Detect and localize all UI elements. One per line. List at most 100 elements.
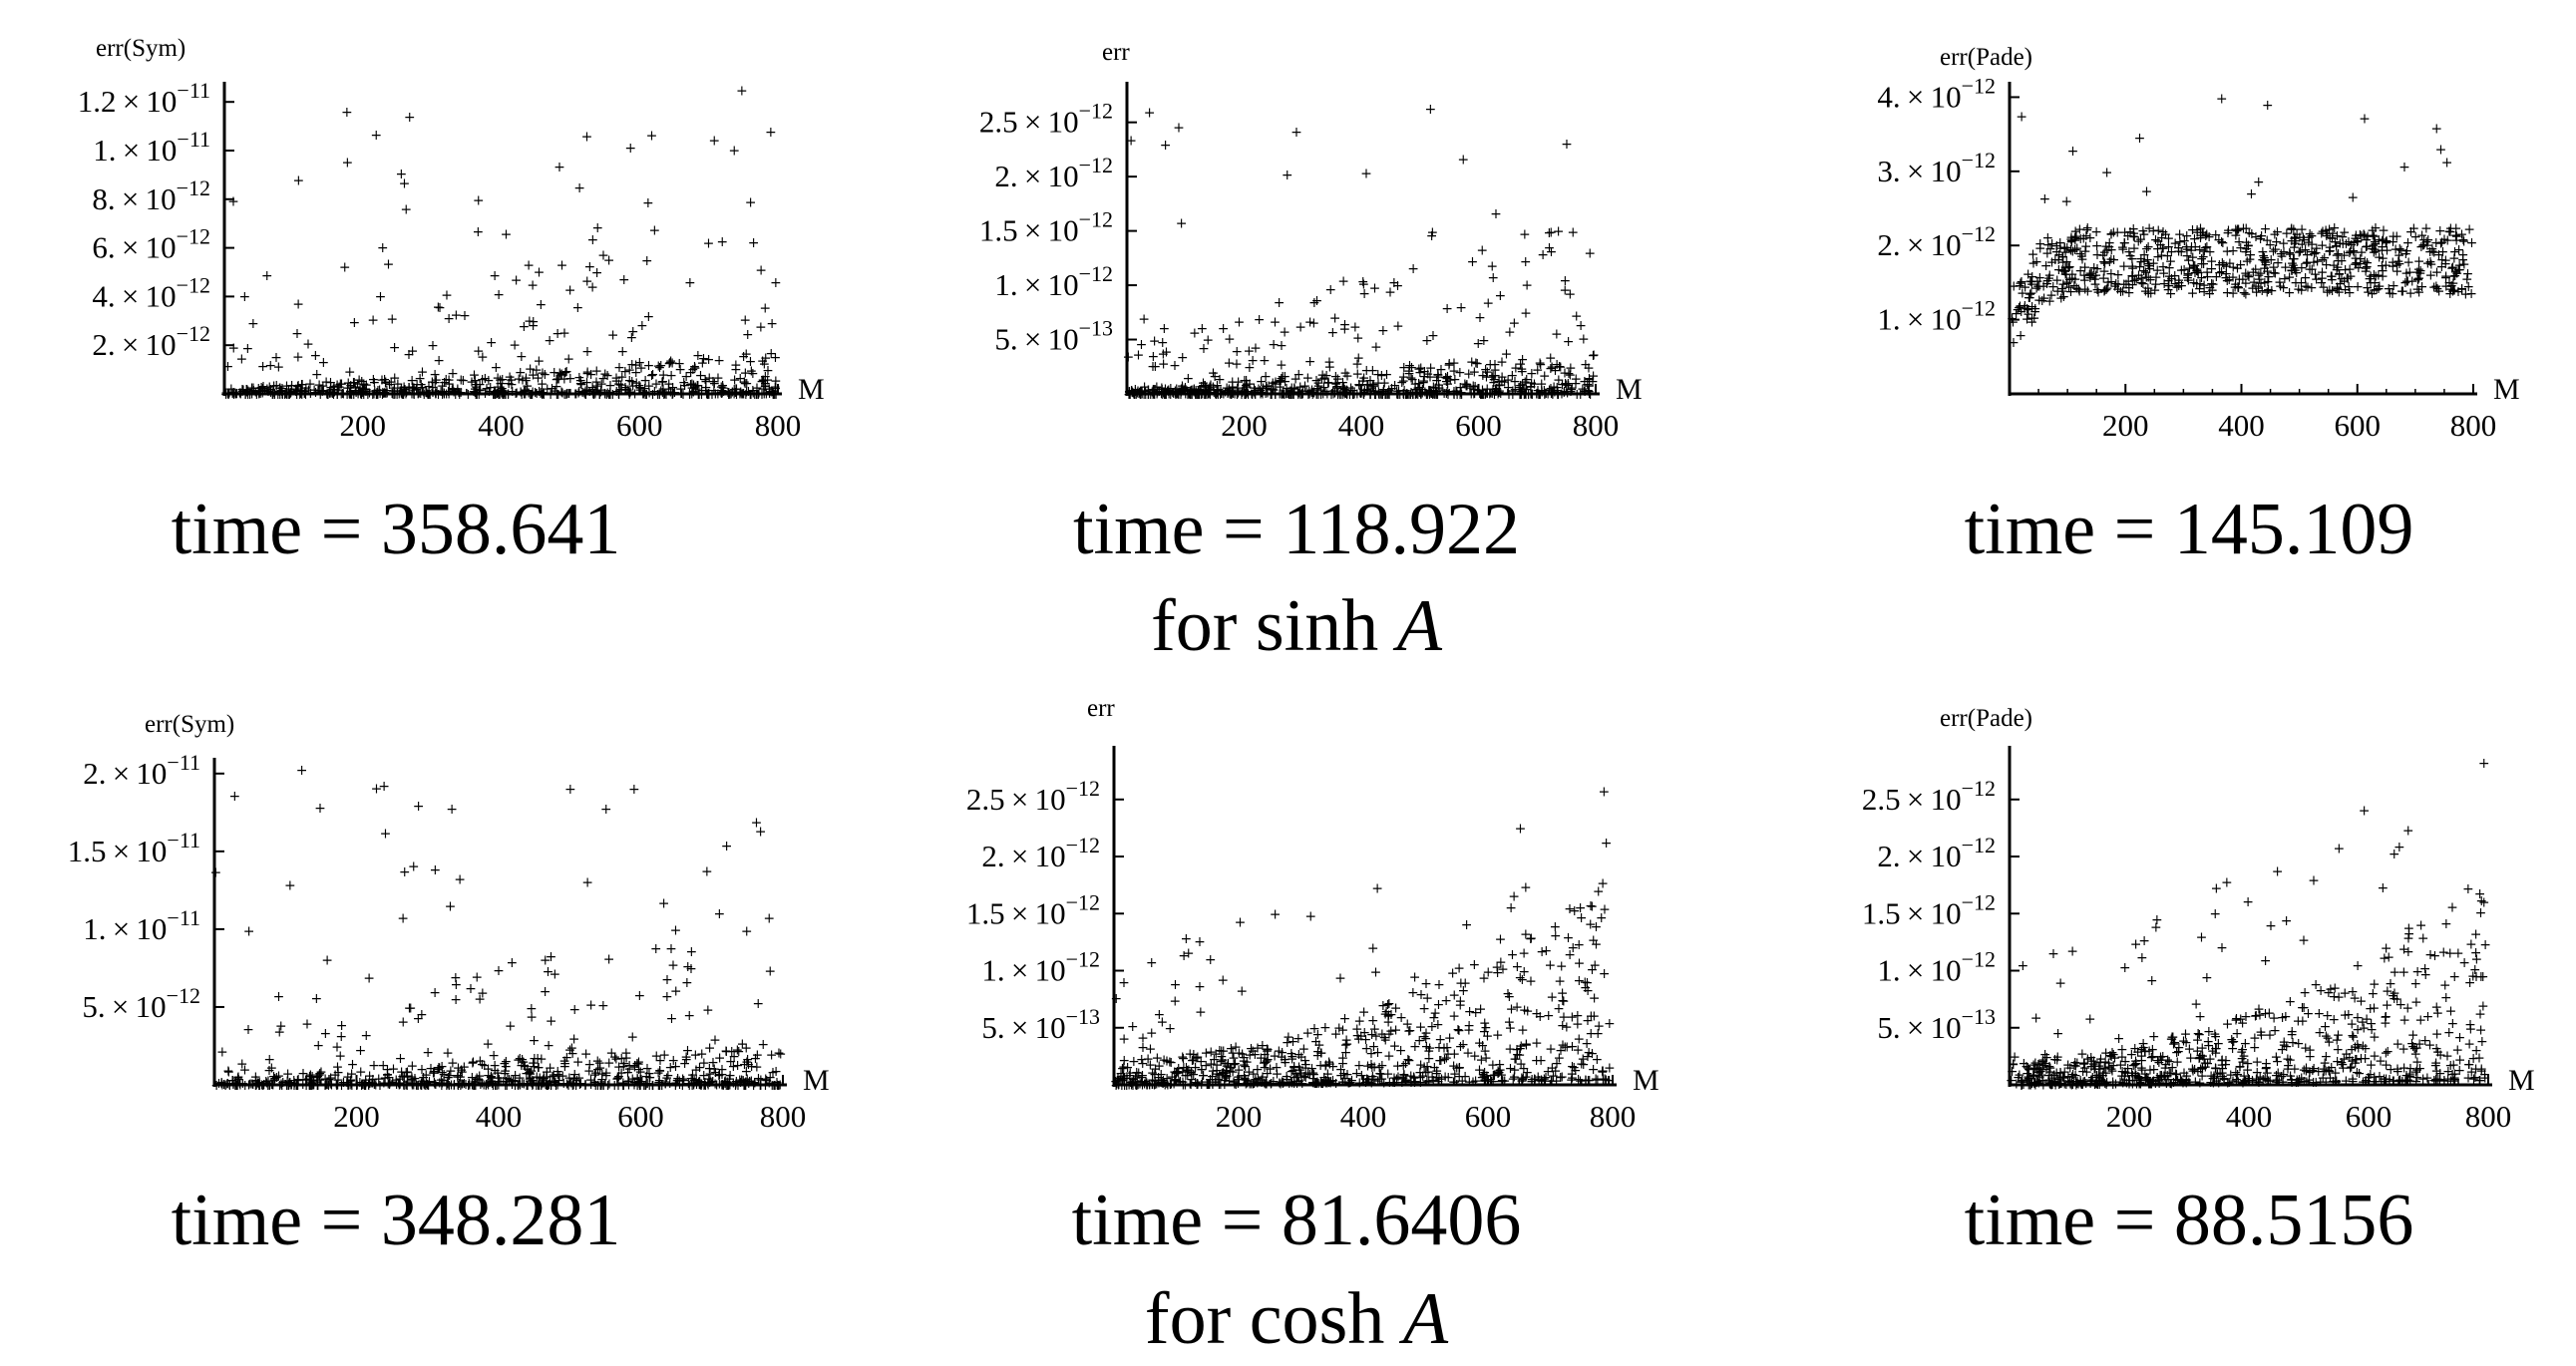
data-point: + [646,368,658,384]
data-point: + [2251,1072,2263,1088]
data-point: + [450,387,462,403]
data-point: + [376,373,388,389]
data-point: + [658,895,670,911]
data-point: + [666,387,678,403]
data-point: + [1277,1045,1288,1061]
data-point: + [2032,1057,2044,1073]
data-point: + [481,381,493,397]
data-point: + [741,923,753,939]
data-point: + [1377,323,1389,339]
data-point: + [220,387,232,403]
data-point: + [1447,965,1459,981]
x-tick-label: 400 [478,408,525,443]
data-point: + [603,951,615,967]
data-point: + [663,376,675,392]
data-point: + [237,382,249,398]
data-point: + [475,383,487,399]
data-point: + [670,923,682,939]
data-point: + [2141,184,2153,200]
data-point: + [1492,1027,1504,1043]
data-point: + [339,260,351,276]
data-point: + [1561,1019,1573,1035]
data-point: + [2069,1058,2081,1074]
data-point: + [408,381,420,397]
data-point: + [2445,1003,2457,1019]
data-point: + [669,385,681,401]
data-point: + [2196,929,2208,945]
data-point: + [372,387,384,403]
data-point: + [2310,1075,2322,1091]
x-tick-label: 600 [1455,408,1502,443]
data-point: + [1138,312,1150,328]
data-point: + [595,376,607,392]
data-point: + [2401,1000,2413,1016]
data-point: + [2106,1045,2118,1061]
data-point: + [573,384,585,400]
data-point: + [2197,249,2209,265]
data-point: + [692,348,704,364]
data-point: + [295,383,307,399]
data-point: + [704,1040,716,1056]
data-point: + [2047,946,2059,962]
data-point: + [699,372,711,388]
data-point: + [1154,1007,1166,1023]
data-point: + [753,386,765,402]
data-point: + [1588,348,1600,364]
data-point: + [243,923,255,939]
data-point: + [1491,959,1503,975]
data-point: + [2451,1043,2463,1059]
data-point: + [389,340,401,356]
data-point: + [284,878,296,894]
data-point: + [387,384,399,400]
data-point: + [437,387,449,403]
data-point: + [2253,174,2265,190]
data-point: + [568,1002,580,1018]
data-point: + [1235,914,1247,930]
data-point: + [767,384,779,400]
data-point: + [2479,1070,2491,1086]
y-tick-label: 1. × 10−12 [1877,296,1996,337]
data-point: + [370,128,382,144]
data-point: + [758,382,770,398]
data-point: + [496,381,508,397]
data-point: + [447,383,459,399]
data-point: + [721,839,733,854]
data-point: + [2084,1012,2096,1028]
data-point: + [385,375,397,391]
data-point: + [509,337,521,353]
data-point: + [2298,932,2310,948]
data-point: + [713,353,725,369]
data-point: + [603,1055,615,1071]
data-point: + [563,386,575,402]
data-point: + [2475,1022,2487,1038]
data-point: + [590,384,602,400]
data-point: + [581,875,593,891]
data-point: + [398,1069,410,1085]
data-point: + [2475,905,2487,921]
data-point: + [477,372,489,388]
data-point: + [663,382,675,398]
data-point: + [1173,1075,1185,1091]
data-point: + [708,133,720,149]
data-point: + [2443,223,2455,239]
x-tick-label: 200 [340,408,387,443]
x-tick-label: 400 [1340,1099,1387,1134]
data-point: + [2446,900,2458,916]
data-point: + [294,387,306,403]
data-point: + [253,385,265,401]
data-point: + [623,362,635,378]
data-point: + [659,386,671,402]
data-point: + [400,202,412,218]
data-point: + [764,964,776,980]
data-point: + [2210,1029,2222,1045]
data-point: + [687,384,699,400]
data-point: + [2382,983,2393,999]
data-point: + [1234,1045,1246,1061]
data-point: + [1343,1076,1355,1092]
data-point: + [1559,283,1571,299]
data-point: + [1352,331,1364,347]
x-tick-label: 200 [333,1099,380,1134]
data-point: + [1563,334,1575,350]
data-point: + [2112,267,2124,283]
data-point: + [572,385,584,401]
